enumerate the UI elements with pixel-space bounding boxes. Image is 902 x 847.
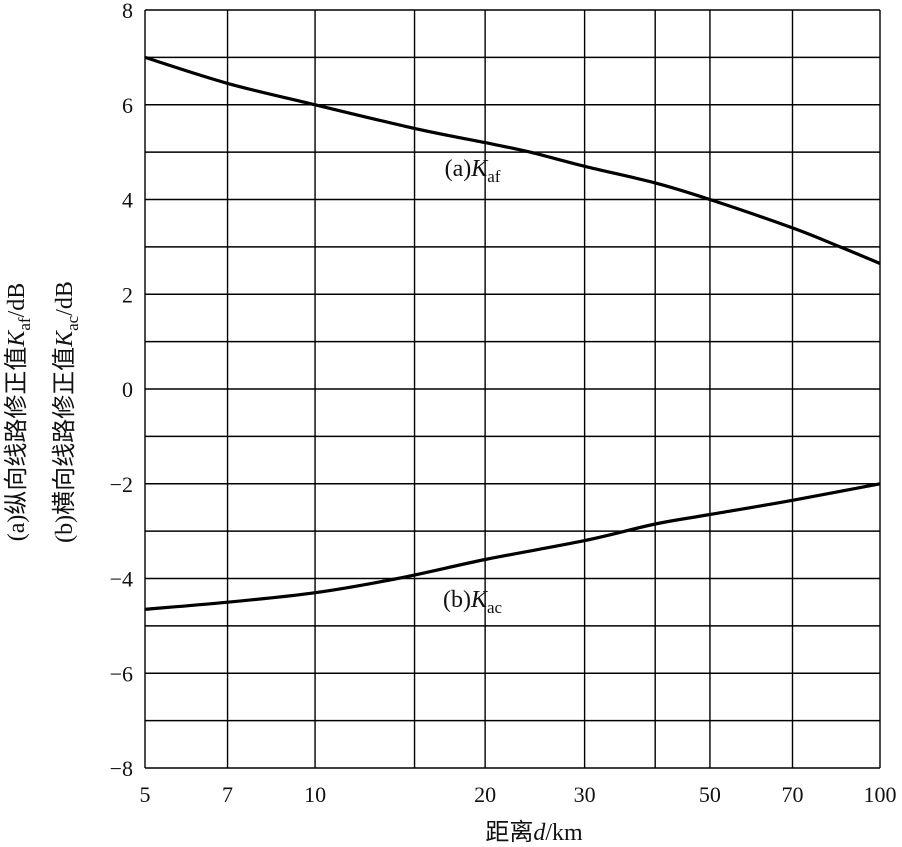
y-tick-labels: 8 6 4 2 0 −2 −4 −6 −8 — [110, 0, 133, 781]
x-tick-label: 70 — [781, 782, 803, 807]
x-axis-label: 距离d/km — [485, 819, 583, 846]
y-tick-label: 4 — [122, 188, 133, 213]
x-tick-label: 7 — [222, 782, 233, 807]
x-tick-label: 50 — [699, 782, 721, 807]
series-line-a — [144, 55, 881, 265]
y-tick-label: −4 — [110, 567, 133, 592]
grid — [144, 9, 881, 769]
x-tick-label: 10 — [304, 782, 326, 807]
y-tick-label: −8 — [110, 756, 133, 781]
series-label-a: (a)Kaf — [445, 156, 501, 186]
y-axis-label-line2: (b)横向线路修正值Kac/dB — [51, 281, 82, 543]
y-tick-label: 6 — [122, 93, 133, 118]
y-tick-label: 0 — [122, 377, 133, 402]
series-label-b: (b)Kac — [443, 587, 503, 617]
x-tick-labels: 5 7 10 20 30 50 70 100 — [140, 782, 897, 807]
x-tick-label: 30 — [574, 782, 596, 807]
series-line-b — [144, 482, 881, 611]
y-tick-label: −2 — [110, 472, 133, 497]
x-tick-label: 100 — [864, 782, 897, 807]
y-axis-label-line1: (a)纵向线路修正值Kaf/dB — [3, 283, 34, 542]
series-labels: (a)Kaf (b)Kac — [443, 156, 503, 617]
y-tick-label: −6 — [110, 661, 133, 686]
y-tick-label: 8 — [122, 0, 133, 23]
x-tick-label: 5 — [140, 782, 151, 807]
x-tick-label: 20 — [474, 782, 496, 807]
y-tick-label: 2 — [122, 282, 133, 307]
curves — [144, 55, 881, 611]
